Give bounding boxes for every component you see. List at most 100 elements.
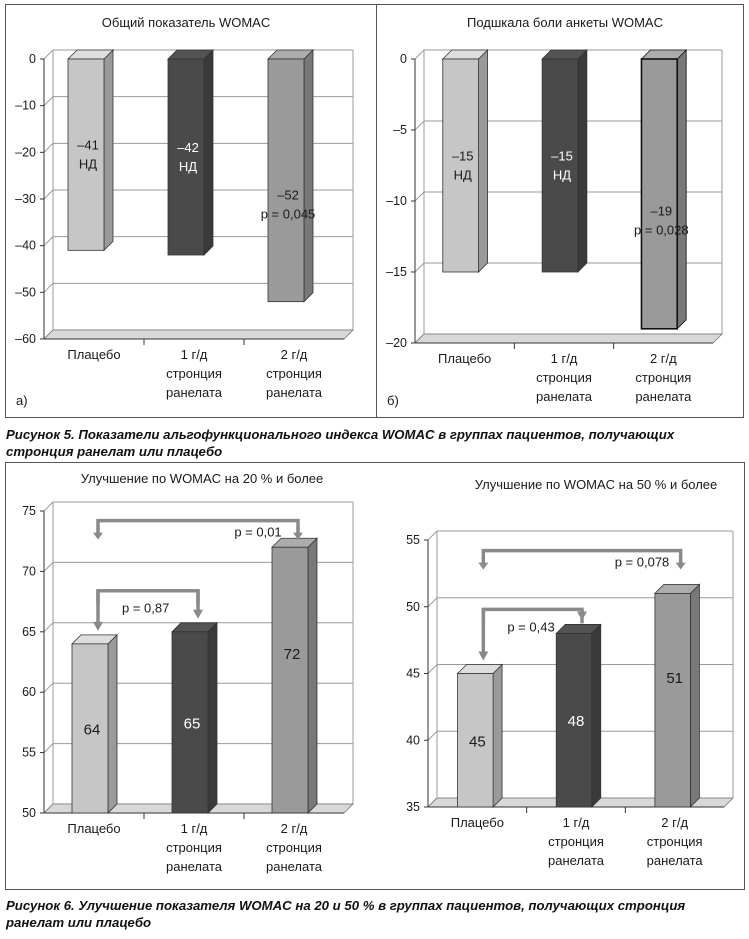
bar-value-label: НД xyxy=(179,159,197,174)
bar xyxy=(67,58,105,251)
bracket-arrow xyxy=(193,609,203,619)
x-category-label: стронция xyxy=(635,370,691,385)
bar-value-label: –15 xyxy=(551,149,573,164)
x-category-label: ранелата xyxy=(647,853,704,868)
bar-side xyxy=(492,663,503,808)
bar-side xyxy=(577,49,588,273)
bar-side xyxy=(478,49,488,273)
y-tick-label: –10 xyxy=(386,194,407,208)
y-tick-label: –20 xyxy=(15,145,36,159)
x-category-label: Плацебо xyxy=(67,347,120,362)
bar-value-label: –15 xyxy=(452,149,474,164)
bar-value-label: p = 0,028 xyxy=(634,222,689,237)
y-tick-label: 0 xyxy=(29,52,36,66)
chart-title: Общий показатель WOMAC xyxy=(102,15,270,30)
y-tick-label: –60 xyxy=(15,332,36,346)
x-category-label: ранелата xyxy=(266,859,323,874)
bracket-arrow xyxy=(93,621,103,631)
y-tick-label: 60 xyxy=(22,685,36,699)
x-category-label: Плацебо xyxy=(438,351,491,366)
bar-value-label: –42 xyxy=(177,140,199,155)
y-tick-label: 50 xyxy=(22,806,36,820)
y-tick-label: –20 xyxy=(386,336,407,350)
x-category-label: 1 г/д xyxy=(181,821,208,836)
bar-side xyxy=(676,49,687,330)
y-tick-label: 50 xyxy=(406,600,420,614)
chart-title: Улучшение по WOMAC на 20 % и более xyxy=(81,471,324,486)
x-category-label: ранелата xyxy=(266,385,323,400)
bar-value-label: НД xyxy=(553,168,571,183)
x-category-label: ранелата xyxy=(166,859,223,874)
bracket-arrow xyxy=(577,611,587,621)
bar xyxy=(171,631,209,814)
y-tick-label: –30 xyxy=(15,192,36,206)
y-tick-label: 75 xyxy=(22,504,36,518)
bar xyxy=(541,58,579,273)
bar xyxy=(271,546,309,814)
bracket-arrow xyxy=(675,562,686,570)
bar-value-label: 51 xyxy=(666,670,683,687)
bar-value-label: НД xyxy=(79,157,97,172)
y-tick-label: 0 xyxy=(400,52,407,66)
bar xyxy=(640,58,679,330)
bar-value-label: p = 0,045 xyxy=(261,207,316,222)
y-tick-label: 70 xyxy=(22,564,36,578)
figure6-charts: Улучшение по WOMAC на 20 % и более 75 70 65… xyxy=(22,471,734,874)
y-tick-label: 40 xyxy=(406,733,420,747)
x-category-label: стронция xyxy=(548,834,604,849)
significance-bracket xyxy=(96,518,300,535)
y-tick-label: 65 xyxy=(22,625,36,639)
significance-label: p = 0,87 xyxy=(122,601,169,616)
chart-title: Подшкала боли анкеты WOMAC xyxy=(467,15,663,30)
panel-label: а) xyxy=(16,393,28,408)
bar-side xyxy=(591,623,602,808)
significance-label: p = 0,43 xyxy=(507,619,554,634)
bracket-arrow xyxy=(293,532,303,540)
bar-value-label: 48 xyxy=(568,713,585,730)
x-category-label: стронция xyxy=(166,840,222,855)
bracket-arrow xyxy=(93,532,103,540)
x-category-label: 1 г/д xyxy=(563,815,590,830)
y-tick-label: –5 xyxy=(393,123,407,137)
bar xyxy=(267,58,305,303)
y-tick-label: 45 xyxy=(406,667,420,681)
bracket-arrow xyxy=(478,651,489,661)
bar xyxy=(167,58,205,256)
figure6-caption: Рисунок 6. Улучшение показателя WOMAC на… xyxy=(6,898,686,930)
x-category-label: ранелата xyxy=(635,389,692,404)
bar-value-label: 72 xyxy=(284,646,301,663)
chart-womac-50: Улучшение по WOMAC на 50 % и более 55 50 45… xyxy=(406,477,734,868)
significance-label: p = 0,078 xyxy=(615,555,670,570)
x-category-label: ранелата xyxy=(548,853,605,868)
bar-side xyxy=(203,49,214,256)
bar xyxy=(654,592,691,808)
significance-label: p = 0,01 xyxy=(234,525,281,540)
x-category-label: стронция xyxy=(647,834,703,849)
y-tick-label: 55 xyxy=(22,746,36,760)
bar-side xyxy=(303,49,314,303)
bar-value-label: –41 xyxy=(77,138,99,153)
bar xyxy=(457,673,494,808)
x-category-label: стронция xyxy=(536,370,592,385)
y-tick-label: –40 xyxy=(15,239,36,253)
y-tick-label: –10 xyxy=(15,99,36,113)
bar-value-label: –19 xyxy=(650,203,672,218)
x-category-label: 1 г/д xyxy=(551,351,578,366)
x-category-label: 2 г/д xyxy=(661,815,688,830)
bracket-arrow xyxy=(478,562,489,570)
figure5-caption: Рисунок 5. Показатели альгофункционально… xyxy=(6,427,675,459)
bar-side xyxy=(103,49,114,252)
x-category-label: стронция xyxy=(266,840,322,855)
bar-value-label: 64 xyxy=(84,721,101,738)
x-category-label: стронция xyxy=(266,366,322,381)
x-category-label: 2 г/д xyxy=(650,351,677,366)
x-category-label: Плацебо xyxy=(451,815,504,830)
bar-side xyxy=(107,633,118,814)
bar-value-label: 45 xyxy=(469,733,486,750)
panel-label: б) xyxy=(387,393,399,408)
bar xyxy=(555,633,593,808)
panel-womac-20: Улучшение по WOMAC на 20 % и более 75 70 65… xyxy=(5,462,745,890)
bar xyxy=(71,643,109,814)
x-category-label: ранелата xyxy=(166,385,223,400)
y-tick-label: –50 xyxy=(15,285,36,299)
